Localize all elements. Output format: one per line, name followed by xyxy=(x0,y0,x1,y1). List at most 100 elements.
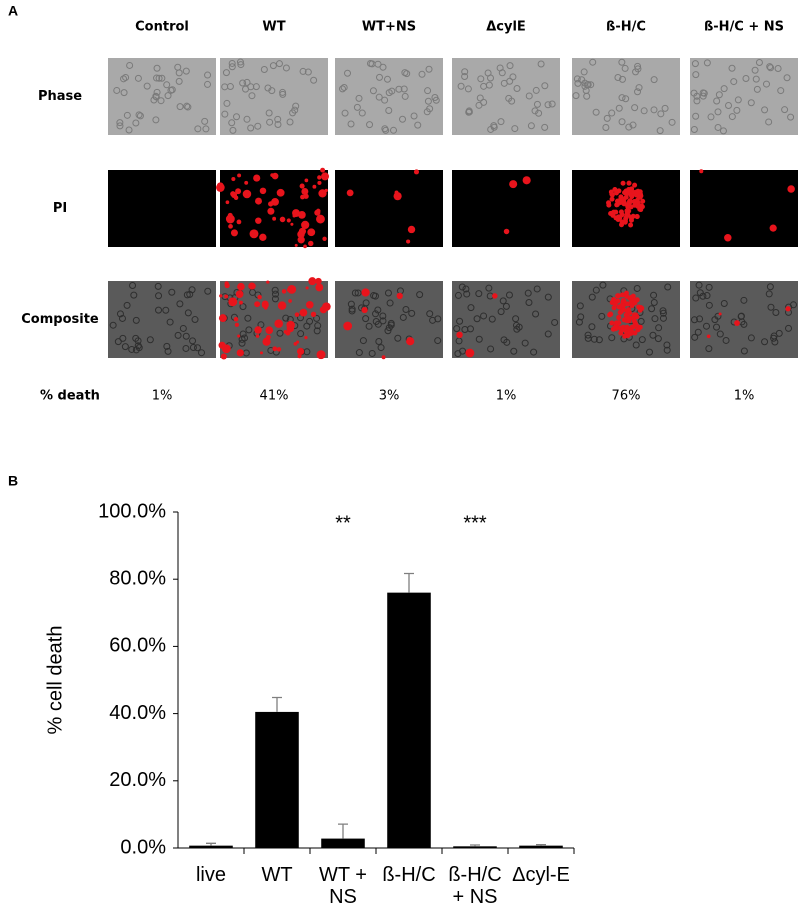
cell xyxy=(705,283,713,291)
pi-stain xyxy=(286,218,291,223)
micrograph xyxy=(108,58,216,135)
cell xyxy=(226,83,234,91)
cell xyxy=(650,291,658,299)
pi-stain xyxy=(281,289,287,294)
death-label: % death xyxy=(40,389,100,404)
pi-stain xyxy=(233,316,239,322)
cell xyxy=(637,317,645,325)
y-tick-label: 60.0% xyxy=(109,635,166,657)
pi-stain xyxy=(381,355,386,360)
cell xyxy=(713,97,721,105)
cell xyxy=(182,344,190,352)
cell xyxy=(282,314,290,322)
cell xyxy=(399,115,407,123)
pi-stain xyxy=(299,308,308,317)
cell xyxy=(734,96,742,104)
error-bar xyxy=(470,844,480,847)
pi-stain xyxy=(624,293,630,299)
pi-stain xyxy=(230,191,236,197)
cell xyxy=(646,348,654,356)
pi-stain xyxy=(228,297,238,307)
cell xyxy=(787,113,795,121)
cell xyxy=(191,316,199,324)
cell xyxy=(233,113,241,121)
pi-stain xyxy=(406,239,411,244)
cell xyxy=(399,313,407,321)
cell xyxy=(377,344,385,352)
pi-stain xyxy=(630,296,636,302)
column-label: ß-H/C + NS xyxy=(704,20,784,35)
cell xyxy=(584,334,592,342)
panel-label: B xyxy=(8,473,18,489)
cell xyxy=(649,331,657,339)
cell xyxy=(692,294,700,302)
pi-stain xyxy=(288,299,292,303)
pi-stain xyxy=(618,209,624,215)
pi-stain xyxy=(621,298,627,304)
pi-stain xyxy=(492,293,498,299)
cell xyxy=(659,314,667,322)
cell xyxy=(395,85,403,93)
pi-stain xyxy=(236,349,244,357)
cell xyxy=(742,74,750,82)
pi-stain xyxy=(628,222,634,228)
y-tick-label: 0.0% xyxy=(120,836,166,858)
cell xyxy=(541,82,549,90)
pi-stain xyxy=(616,315,622,321)
pi-stain xyxy=(637,307,643,313)
cell xyxy=(777,87,785,95)
cell xyxy=(122,73,130,81)
pi-stain xyxy=(228,224,233,229)
micrograph xyxy=(452,170,560,247)
cell xyxy=(506,62,514,70)
cell xyxy=(157,97,165,105)
cell xyxy=(152,116,160,124)
cell xyxy=(740,347,748,355)
pi-stain xyxy=(304,178,309,183)
pi-stain xyxy=(237,173,242,178)
cell xyxy=(189,344,197,352)
pi-stain xyxy=(316,350,326,360)
cell xyxy=(690,126,698,134)
cell xyxy=(521,339,529,347)
pi-stain xyxy=(259,351,263,355)
pi-stain xyxy=(248,282,256,290)
pi-stain xyxy=(262,337,271,346)
cell xyxy=(394,334,402,342)
pi-stain xyxy=(734,320,740,326)
cell xyxy=(651,315,659,323)
pi-stain xyxy=(255,197,262,205)
pi-stain xyxy=(635,202,641,208)
pi-stain xyxy=(255,334,260,338)
pi-stain xyxy=(318,189,327,198)
cell xyxy=(510,347,518,355)
cell xyxy=(502,302,510,310)
cell xyxy=(425,65,433,73)
cell xyxy=(693,97,701,105)
cell xyxy=(176,103,184,111)
pi-stain xyxy=(294,312,300,317)
pi-stain xyxy=(312,184,317,189)
cell xyxy=(402,306,410,314)
cell xyxy=(116,122,124,130)
cell xyxy=(274,121,282,129)
cell xyxy=(572,92,580,100)
pi-stain xyxy=(503,228,510,235)
pi-stain xyxy=(266,280,270,284)
cell xyxy=(236,58,244,66)
cell xyxy=(535,109,543,117)
pi-stain xyxy=(394,190,399,195)
cell xyxy=(184,103,192,111)
cell xyxy=(462,285,470,293)
cell xyxy=(499,297,507,305)
pi-stain xyxy=(769,224,777,232)
column-label: ΔcylE xyxy=(486,20,526,35)
cell xyxy=(711,316,719,324)
pi-stain xyxy=(303,244,307,249)
pi-stain xyxy=(630,213,636,219)
cell xyxy=(714,108,722,116)
y-tick-label: 40.0% xyxy=(109,702,166,724)
significance: ** xyxy=(335,512,351,534)
cell xyxy=(608,334,616,342)
cell xyxy=(466,325,474,333)
